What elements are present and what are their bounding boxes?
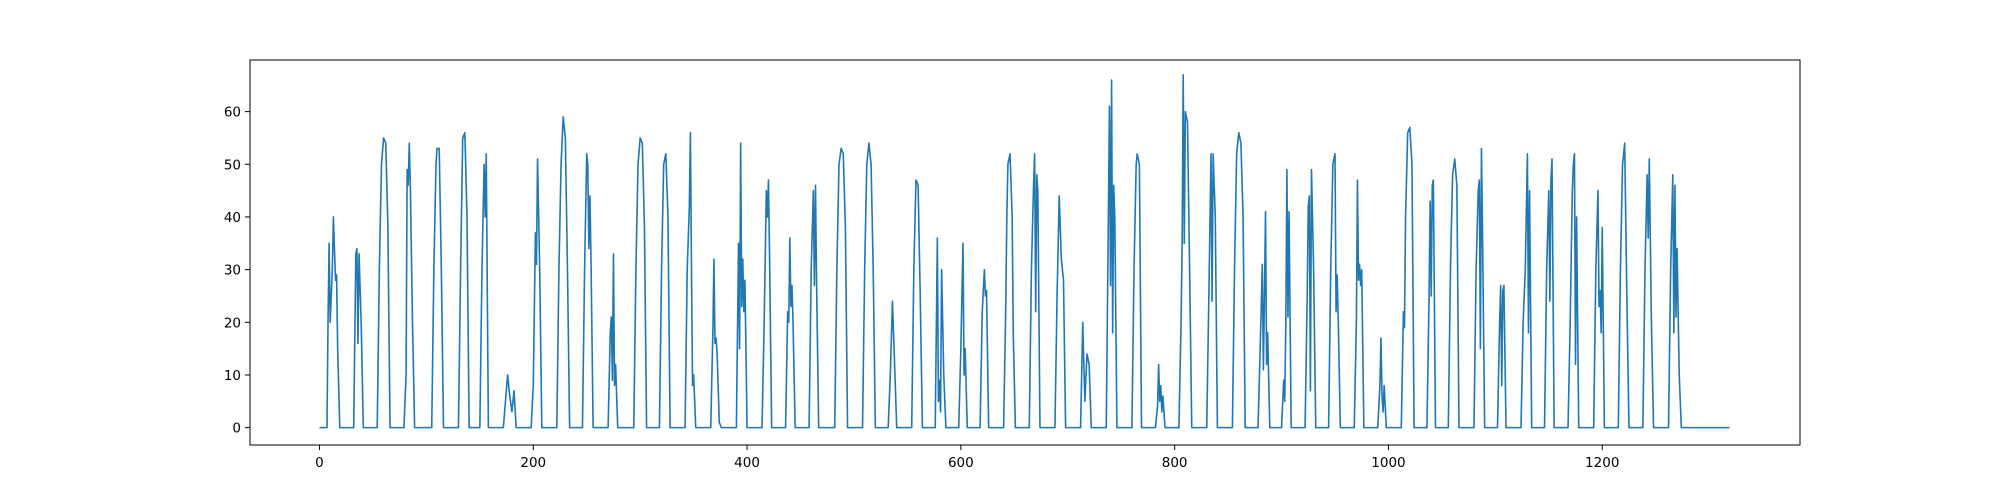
series-layer: [319, 73, 1730, 429]
y-tick-label: 0: [232, 421, 241, 437]
x-tick-label: 600: [948, 455, 974, 471]
x-tick-label: 0: [315, 455, 324, 471]
y-tick-label: 60: [224, 105, 241, 121]
axes-frame: [249, 59, 1801, 446]
x-axis: 0 200 400 600 800 1000 1200: [315, 445, 1619, 471]
x-tick-label: 1200: [1585, 455, 1619, 471]
x-tick-label: 1000: [1371, 455, 1405, 471]
x-tick-label: 800: [1162, 455, 1188, 471]
y-tick-label: 30: [224, 263, 241, 279]
series-line: [319, 73, 1730, 429]
y-tick-label: 40: [224, 210, 241, 226]
y-tick-label: 10: [224, 368, 241, 384]
x-tick-label: 400: [734, 455, 760, 471]
y-axis: 0 10 20 30 40 50 60: [224, 105, 250, 437]
y-tick-label: 20: [224, 315, 241, 331]
y-tick-label: 50: [224, 157, 241, 173]
x-tick-label: 200: [520, 455, 546, 471]
